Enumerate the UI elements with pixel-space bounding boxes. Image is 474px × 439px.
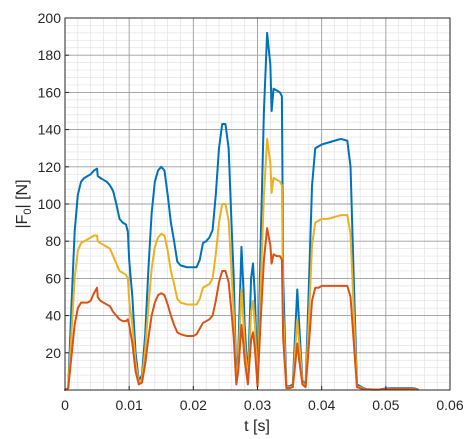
x-tick-label: 0.04 <box>308 397 335 413</box>
y-ticks: 20 40 60 80 100 120 140 160 180 200 <box>38 10 69 361</box>
series-layer <box>64 31 419 391</box>
y-tick-label: 40 <box>45 308 61 324</box>
y-tick-label: 180 <box>38 47 62 63</box>
series-line-1 <box>64 31 419 391</box>
y-axis-label-tail: | [N] <box>14 179 31 208</box>
y-tick-label: 160 <box>38 84 62 100</box>
x-axis-label: t [s] <box>244 418 270 435</box>
x-tick-label: 0.03 <box>244 397 271 413</box>
y-axis-label-main: |F <box>14 214 31 228</box>
series-line-3 <box>64 227 419 391</box>
y-tick-label: 60 <box>45 270 61 286</box>
x-tick-label: 0.02 <box>180 397 207 413</box>
y-tick-label: 200 <box>38 10 62 26</box>
y-axis-label: |F0| [N] <box>14 179 34 228</box>
y-tick-label: 20 <box>45 345 61 361</box>
series-line-2 <box>64 137 419 391</box>
x-tick-label: 0.05 <box>372 397 399 413</box>
x-tick-label: 0.06 <box>436 397 463 413</box>
x-tick-label: 0 <box>61 397 69 413</box>
y-axis-label-subscript: 0 <box>22 208 34 214</box>
y-tick-label: 140 <box>38 122 62 138</box>
y-tick-label: 100 <box>38 196 62 212</box>
y-tick-label: 80 <box>45 233 61 249</box>
y-tick-label: 120 <box>38 159 62 175</box>
x-tick-label: 0.01 <box>116 397 143 413</box>
x-ticks: 0 0.01 0.02 0.03 0.04 0.05 0.06 <box>61 386 464 413</box>
